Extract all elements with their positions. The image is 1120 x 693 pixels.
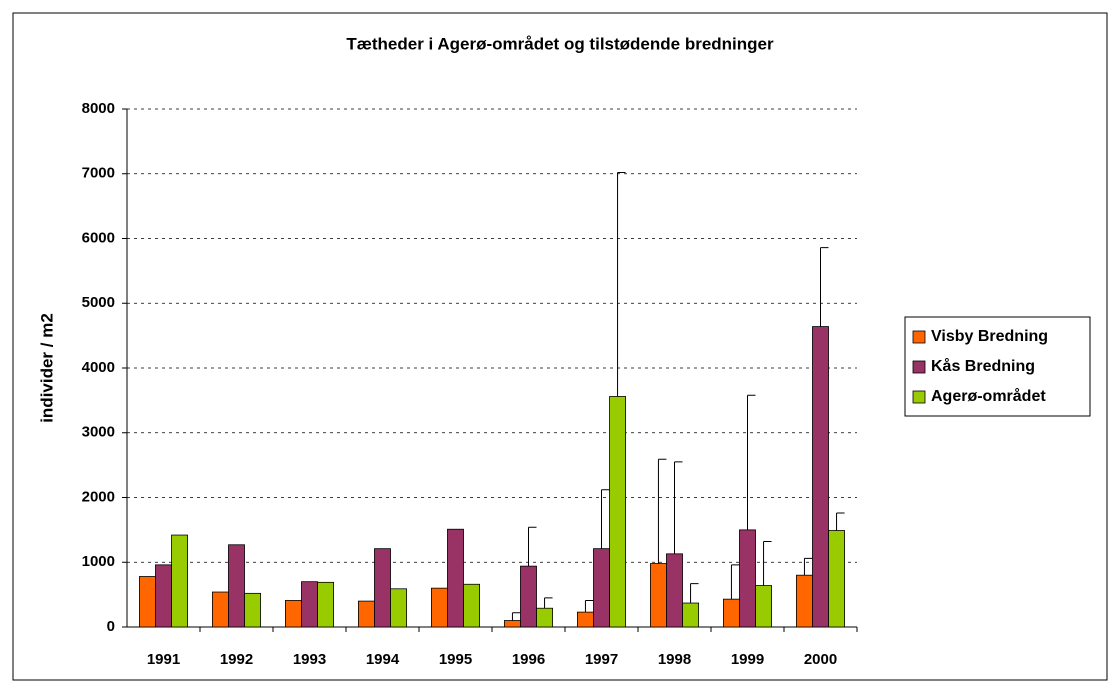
legend-swatch — [912, 360, 926, 374]
x-tick-label: 1997 — [585, 651, 618, 668]
bar — [682, 602, 699, 628]
y-tick-label: 4000 — [82, 359, 115, 376]
error-bar — [674, 461, 683, 554]
bar — [301, 581, 318, 628]
bar — [812, 326, 829, 628]
bar — [244, 592, 261, 628]
error-bar — [747, 394, 756, 530]
y-tick-label: 0 — [107, 618, 115, 635]
error-bar — [528, 526, 537, 567]
legend-box — [904, 316, 1091, 417]
x-tick-label: 1996 — [512, 651, 545, 668]
x-tick-label: 1999 — [731, 651, 764, 668]
bar — [212, 591, 229, 628]
error-bar — [511, 612, 521, 621]
x-tick-label: 1995 — [439, 651, 472, 668]
y-tick-label: 8000 — [82, 100, 115, 117]
legend-label: Visby Bredning — [931, 328, 1048, 345]
bar — [171, 534, 188, 628]
chart-title: Tætheder i Agerø-området og tilstødende … — [346, 34, 774, 53]
bar — [228, 544, 245, 628]
bar — [609, 396, 626, 628]
bar — [431, 587, 448, 628]
x-tick-label: 1994 — [366, 651, 400, 668]
error-bar — [617, 171, 626, 397]
error-bar — [730, 564, 740, 600]
bar — [317, 581, 334, 628]
y-tick-label: 6000 — [82, 229, 115, 246]
error-bar — [690, 583, 699, 604]
bar — [155, 564, 172, 628]
bar — [650, 563, 667, 628]
bar — [504, 620, 521, 628]
legend-label: Kås Bredning — [931, 357, 1035, 375]
error-bar — [544, 597, 553, 609]
bar — [520, 565, 537, 628]
bar — [374, 548, 391, 628]
legend-label: Agerø-området — [931, 387, 1046, 405]
bar — [723, 598, 740, 628]
error-bar — [584, 599, 594, 613]
y-tick-label: 3000 — [82, 424, 115, 441]
bar — [390, 588, 407, 628]
bar — [739, 529, 756, 628]
error-bar — [820, 247, 829, 327]
legend-swatch — [912, 330, 926, 344]
bar — [463, 583, 480, 628]
y-axis-label: individer / m2 — [37, 313, 56, 423]
bar — [536, 607, 553, 628]
error-bar — [601, 489, 610, 549]
x-tick-label: 1992 — [220, 651, 253, 668]
y-tick-label: 5000 — [82, 294, 115, 311]
error-bar — [836, 512, 845, 531]
bar — [755, 585, 772, 628]
bar — [358, 600, 375, 628]
bar — [828, 530, 845, 628]
x-tick-label: 2000 — [804, 651, 837, 668]
x-tick-label: 1998 — [658, 651, 691, 668]
x-tick-label: 1993 — [293, 651, 326, 668]
y-tick-label: 7000 — [82, 165, 115, 182]
legend-swatch — [912, 390, 926, 404]
bar — [447, 528, 464, 628]
bar — [666, 553, 683, 628]
error-bar — [657, 458, 667, 564]
bar — [577, 611, 594, 628]
bar — [285, 600, 302, 628]
bar — [796, 574, 813, 628]
bar — [139, 576, 156, 628]
error-bar — [803, 557, 813, 576]
y-tick-label: 1000 — [82, 553, 115, 570]
error-bar — [763, 541, 772, 586]
bar — [593, 548, 610, 628]
x-tick-label: 1991 — [147, 651, 180, 668]
y-tick-label: 2000 — [82, 488, 115, 505]
